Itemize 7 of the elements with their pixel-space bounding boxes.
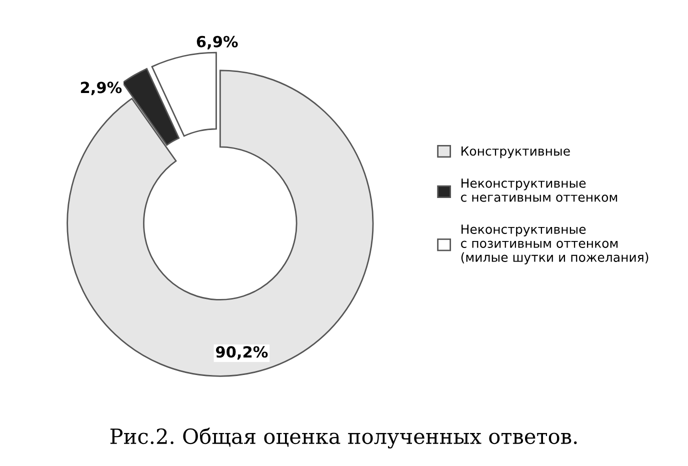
legend-label: Неконструктивные с позитивным оттенком (милые шутки и пожелания) xyxy=(461,224,648,264)
data-label: 6,9% xyxy=(196,36,238,50)
data-label: 2,9% xyxy=(80,82,122,96)
legend-label: Конструктивные xyxy=(462,146,570,158)
data-label: 90,2% xyxy=(216,346,268,360)
legend-label: Неконструктивные с негативным оттенком xyxy=(461,178,618,202)
text: Рис.2. Общая оценка полученных ответов. xyxy=(110,428,577,448)
